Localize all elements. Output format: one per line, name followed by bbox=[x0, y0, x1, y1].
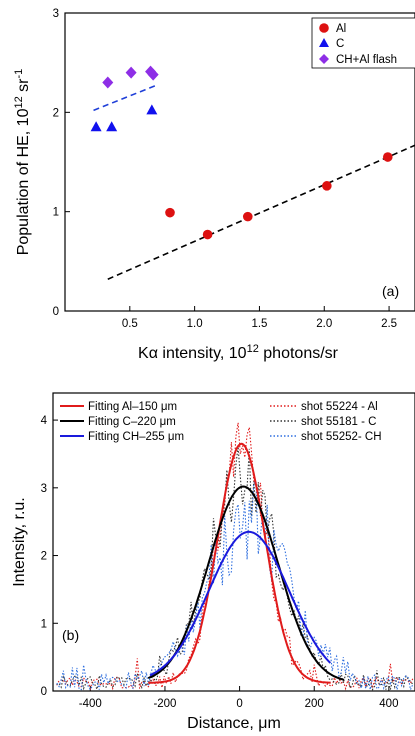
panel-a-fit-lines bbox=[93, 83, 415, 280]
panel-b-x-tick-label: -200 bbox=[153, 698, 176, 710]
panel-a-x-tick-label: 2.5 bbox=[381, 318, 397, 330]
panel-a-y-ticks: 0 1 2 3 bbox=[53, 8, 70, 318]
legend-c-label: C bbox=[336, 38, 344, 50]
legend-shot-al-label: shot 55224 - Al bbox=[301, 401, 378, 413]
panel-b-x-axis-title: Distance, μm bbox=[187, 715, 281, 732]
panel-b-y-tick-label: 1 bbox=[41, 618, 47, 630]
point-ch-al-flash bbox=[102, 76, 114, 89]
panel-a-chart: 0.5 1.0 1.5 2.0 2.5 0 1 2 3 Al C CH+Al flash (a… bbox=[13, 8, 415, 362]
panel-b-x-tick-label: 400 bbox=[379, 698, 398, 710]
panel-b-y-tick-label: 4 bbox=[41, 415, 48, 427]
panel-a-x-axis-title: Kα intensity, 1012 photons/sr bbox=[138, 343, 339, 362]
point-c bbox=[146, 104, 158, 115]
panel-a-x-tick-label: 0.5 bbox=[122, 318, 138, 330]
panel-a-x-tick-label: 2.0 bbox=[316, 318, 332, 330]
panel-a-y-tick-label: 1 bbox=[53, 207, 59, 219]
legend-fit-al-label: Fitting Al–150 μm bbox=[88, 401, 177, 413]
panel-b-y-tick-label: 3 bbox=[41, 483, 47, 495]
point-ch-al-flash bbox=[147, 68, 159, 81]
panel-a-data-points bbox=[90, 65, 393, 240]
panel-a-y-tick-label: 3 bbox=[53, 8, 59, 20]
panel-a-legend-box bbox=[311, 17, 415, 69]
panel-b-label: (b) bbox=[62, 627, 79, 643]
legend-al-marker bbox=[319, 23, 329, 33]
panel-b-curves bbox=[56, 422, 414, 692]
panel-b-y-tick-label: 0 bbox=[41, 686, 47, 698]
panel-b-y-axis-title: Intensity, r.u. bbox=[11, 497, 28, 587]
legend-fit-ch-label: Fitting CH–255 μm bbox=[88, 431, 184, 443]
curve-shot-55224-al bbox=[56, 422, 414, 691]
panel-a-plot-frame bbox=[64, 12, 415, 312]
legend-shot-c-label: shot 55181 - C bbox=[301, 416, 376, 428]
panel-b-legend: Fitting Al–150 μm Fitting C–220 μm Fitti… bbox=[60, 401, 382, 443]
legend-shot-ch-label: shot 55252- CH bbox=[301, 431, 382, 443]
curve-fitting-ch-255-m bbox=[149, 530, 332, 677]
legend-al-label: Al bbox=[336, 23, 346, 35]
point-c bbox=[106, 121, 118, 132]
panel-b-y-ticks: 0 1 2 3 4 bbox=[41, 415, 58, 698]
legend-fit-c-label: Fitting C–220 μm bbox=[88, 416, 176, 428]
curve-shot-55181-c bbox=[56, 446, 414, 692]
legend-ch-marker bbox=[319, 54, 329, 64]
panel-b-chart: -400 -200 0 200 400 0 1 2 3 4 Fitting Al–150 μm … bbox=[11, 392, 415, 732]
panel-a-y-tick-label: 0 bbox=[53, 306, 59, 318]
legend-c-marker bbox=[319, 38, 329, 47]
point-al bbox=[242, 211, 253, 222]
panel-a-x-tick-label: 1.0 bbox=[187, 318, 203, 330]
panel-b-x-tick-label: -400 bbox=[79, 698, 102, 710]
point-al bbox=[165, 207, 175, 218]
panel-a-x-tick-label: 1.5 bbox=[251, 318, 267, 330]
point-ch-al-flash bbox=[125, 66, 137, 79]
panel-a-y-tick-label: 2 bbox=[53, 107, 59, 119]
panel-a-y-axis-title: Population of HE, 1012 sr-1 bbox=[13, 69, 32, 256]
curve-fitting-al-150-m bbox=[148, 442, 331, 684]
panel-b-plot-frame bbox=[52, 392, 415, 692]
point-al bbox=[382, 152, 393, 162]
curve-fitting-c-220-m bbox=[147, 485, 345, 681]
panel-a-fit-line-0 bbox=[107, 144, 415, 280]
legend-ch-label: CH+Al flash bbox=[336, 54, 397, 66]
curve-shot-55252-ch bbox=[56, 479, 414, 692]
panel-b-x-tick-label: 0 bbox=[236, 698, 242, 710]
panel-a-legend: Al C CH+Al flash bbox=[311, 17, 415, 69]
panel-b-x-ticks: -400 -200 0 200 400 bbox=[79, 686, 398, 710]
panel-a-label: (a) bbox=[382, 283, 399, 299]
point-al bbox=[202, 229, 213, 240]
point-al bbox=[322, 181, 332, 191]
panel-b-x-tick-label: 200 bbox=[305, 698, 324, 710]
panel-a-fit-line-1 bbox=[93, 83, 159, 112]
panel-b-y-tick-label: 2 bbox=[41, 551, 47, 563]
panel-a-x-ticks: 0.5 1.0 1.5 2.0 2.5 bbox=[122, 306, 397, 330]
point-c bbox=[90, 121, 102, 132]
